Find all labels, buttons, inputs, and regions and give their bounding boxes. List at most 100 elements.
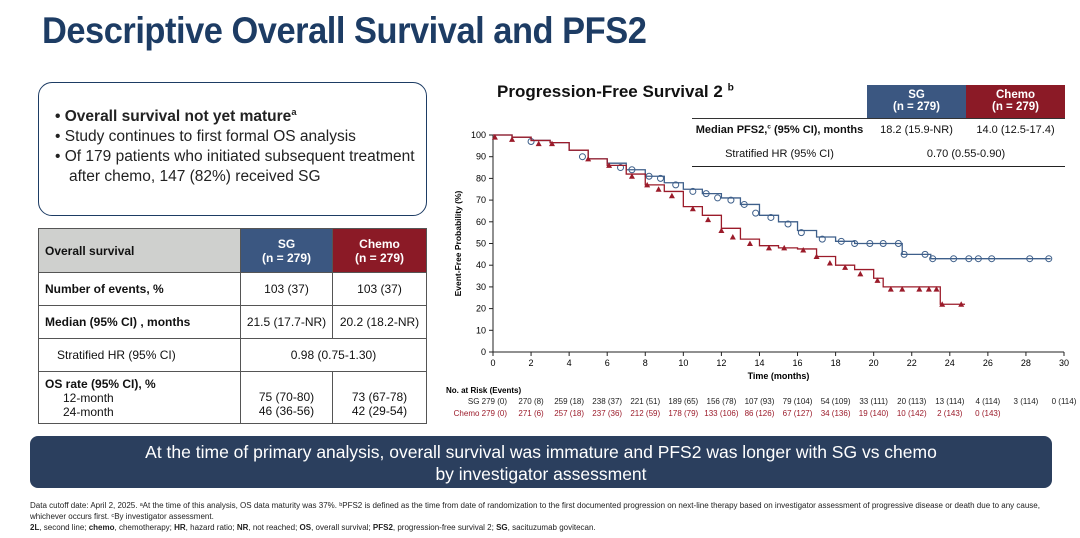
censor-mark-sg (1026, 255, 1034, 263)
abbreviations: 2L, second line; chemo, chemotherapy; HR… (30, 522, 1070, 533)
table-row: Median PFS2,c (95% CI), months 18.2 (15.… (692, 118, 1065, 142)
censor-mark-chemo (718, 227, 725, 233)
abbrev-term: HR (174, 523, 186, 532)
censor-mark-sg (527, 138, 535, 146)
header-n: (n = 279) (992, 101, 1039, 114)
risk-value-sg: 33 (111) (859, 397, 888, 406)
os-12-month-label: 12-month (63, 390, 114, 405)
row-label: Median PFS2,c (95% CI), months (692, 118, 867, 142)
banner-line: by investigator assessment (435, 464, 647, 484)
cell-chemo: 103 (37) (332, 272, 427, 306)
censor-mark-sg (818, 235, 826, 243)
censor-mark-chemo (689, 205, 696, 212)
header-label: Chemo (359, 236, 400, 251)
censor-mark-sg (628, 166, 636, 174)
censor-mark-chemo (826, 260, 833, 266)
x-tick-label: 4 (567, 358, 572, 368)
cell-sg: 21.5 (17.7-NR) (240, 305, 333, 339)
y-tick-label: 80 (476, 173, 486, 183)
censor-mark-sg (929, 255, 937, 263)
x-tick-label: 26 (983, 358, 993, 368)
header-overall-survival: Overall survival (38, 228, 241, 273)
x-tick-label: 8 (643, 358, 648, 368)
table-row: OS rate (95% CI), % 12-month 24-month 75 (… (38, 371, 427, 424)
censor-mark-sg (797, 229, 805, 237)
header-label: Chemo (996, 89, 1035, 102)
risk-value-chemo: 67 (127) (783, 409, 813, 418)
x-tick-label: 14 (754, 358, 764, 368)
chart-title-text: Progression-Free Survival 2 (497, 82, 723, 101)
censor-mark-chemo (874, 277, 881, 283)
censor-mark-sg (727, 196, 735, 204)
risk-value-sg: 54 (109) (821, 397, 851, 406)
value: 42 (29-54) (351, 403, 408, 418)
censor-mark-chemo (933, 286, 940, 292)
key-points-box: Overall survival not yet maturea Study c… (38, 82, 427, 216)
risk-row-label: SG 279 (0) (468, 397, 507, 406)
value: 46 (36-56) (258, 403, 315, 418)
risk-value-sg: 259 (18) (554, 397, 584, 406)
censor-mark-sg (752, 209, 760, 217)
y-tick-label: 10 (476, 325, 486, 335)
censor-mark-sg (950, 255, 958, 263)
censor-mark-sg (714, 194, 722, 202)
y-tick-label: 50 (476, 239, 486, 249)
footnotes: Data cutoff date: April 2, 2025. ᵃAt the… (30, 500, 1070, 533)
table-header-row: Overall survival SG (n = 279) Chemo (n = 2… (38, 228, 427, 273)
censor-mark-chemo (606, 162, 613, 168)
x-tick-label: 10 (678, 358, 688, 368)
risk-value-chemo: 0 (143) (975, 409, 1001, 418)
risk-value-sg: 20 (113) (897, 397, 927, 406)
censor-mark-chemo (939, 301, 946, 307)
header-n: (n = 279) (261, 250, 312, 265)
empty-cell (692, 85, 867, 119)
censor-mark-sg (617, 164, 625, 172)
cell-chemo: 14.0 (12.5-17.4) (976, 124, 1055, 137)
censor-mark-sg (894, 240, 902, 247)
censor-mark-sg (784, 220, 792, 228)
footnote-marker: c (767, 123, 771, 131)
abbrev-term: 2L (30, 523, 40, 532)
y-tick-label: 30 (476, 282, 486, 292)
label: (95% CI), months (770, 124, 864, 137)
cell-hr: 0.70 (0.55-0.90) (867, 142, 1065, 167)
risk-value-sg: 107 (93) (745, 397, 775, 406)
abbrev-definition: , sacituzumab govitecan. (507, 523, 596, 532)
censor-mark-chemo (549, 140, 556, 147)
censor-mark-chemo (842, 264, 849, 270)
censor-mark-chemo (925, 286, 932, 292)
x-tick-label: 18 (831, 358, 841, 368)
value: 73 (67-78) (351, 389, 408, 404)
abbrev-definition: , hazard ratio; (185, 523, 237, 532)
table-row: Stratified HR (95% CI) 0.98 (0.75-1.30) (38, 338, 427, 372)
x-tick-label: 20 (869, 358, 879, 368)
censor-mark-chemo (705, 216, 712, 223)
x-tick-label: 22 (907, 358, 917, 368)
header-chemo: Chemo (n = 279) (966, 85, 1065, 119)
censor-mark-sg (689, 187, 697, 195)
abbrev-term: SG (496, 523, 508, 532)
header-label: SG (277, 236, 296, 251)
bullet-text: Overall survival not yet mature (64, 108, 292, 125)
censor-mark-chemo (628, 173, 635, 179)
censor-mark-sg (851, 240, 859, 247)
x-axis-label: Time (months) (748, 371, 810, 381)
x-tick-label: 0 (490, 358, 495, 368)
header-sg: SG (n = 279) (240, 228, 333, 273)
page-title: Descriptive Overall Survival and PFS2 (42, 10, 647, 51)
censor-mark-chemo (916, 286, 923, 292)
header-sg: SG (n = 279) (867, 85, 966, 119)
risk-value-sg: 221 (51) (630, 397, 660, 406)
risk-value-sg: 156 (78) (707, 397, 737, 406)
x-tick-label: 24 (945, 358, 955, 368)
y-tick-label: 60 (476, 217, 486, 227)
table-row: Number of events, % 103 (37) 103 (37) (38, 272, 427, 306)
abbrev-definition: , progression-free survival 2; (392, 523, 497, 532)
risk-value-chemo: 237 (36) (592, 409, 622, 418)
risk-value-chemo: 19 (140) (859, 409, 889, 418)
os-24-month-label: 24-month (63, 404, 114, 419)
abbrev-definition: , chemotherapy; (114, 523, 175, 532)
y-tick-label: 20 (476, 304, 486, 314)
censor-mark-sg (1045, 255, 1053, 263)
label: Median PFS2, (695, 124, 768, 137)
